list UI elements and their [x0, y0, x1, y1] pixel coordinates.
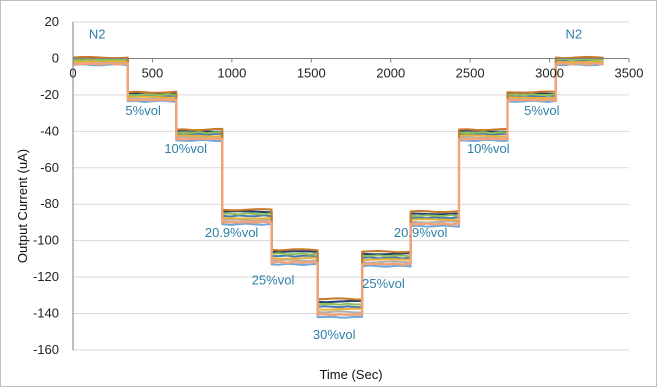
series-line — [72, 60, 604, 311]
x-axis-title: Time (Sec) — [319, 367, 382, 382]
step-annotation: 20.9%vol — [205, 225, 259, 240]
y-axis-title: Output Current (uA) — [15, 149, 30, 263]
y-tick-label: -160 — [33, 342, 59, 357]
step-annotation: 10%vol — [467, 141, 510, 156]
y-tick-label: 0 — [52, 50, 59, 65]
step-annotation: N2 — [565, 26, 582, 41]
x-tick-label: 1000 — [217, 65, 246, 80]
tick-labels: 20 0 -20 -40 -60 -80 -100 -120 -140 -160 0 500 1000 1… — [33, 14, 643, 357]
y-tick-label: 20 — [45, 14, 59, 29]
annotations: N2 5%vol 10%vol 20.9%vol 25%vol 30%vol 25%vol 2… — [89, 26, 582, 342]
y-tick-label: -140 — [33, 306, 59, 321]
step-annotation: 5%vol — [125, 103, 161, 118]
y-tick-label: -120 — [33, 269, 59, 284]
y-tick-label: -100 — [33, 233, 59, 248]
step-annotation: 5%vol — [524, 103, 560, 118]
series-line — [72, 55, 604, 301]
step-annotation: N2 — [89, 26, 106, 41]
y-tick-label: -20 — [40, 87, 59, 102]
series-line — [72, 58, 604, 306]
x-tick-label: 2500 — [456, 65, 485, 80]
x-tick-label: 3000 — [535, 65, 564, 80]
x-tick-label: 500 — [142, 65, 164, 80]
series-line — [72, 61, 604, 317]
series-group — [72, 55, 604, 319]
series-line — [72, 63, 604, 319]
axes — [72, 22, 630, 350]
step-annotation: 25%vol — [252, 272, 295, 287]
x-tick-label: 3500 — [615, 65, 644, 80]
y-tick-label: -80 — [40, 196, 59, 211]
y-tick-label: -40 — [40, 123, 59, 138]
x-tick-label: 1500 — [297, 65, 326, 80]
y-tick-label: -60 — [40, 160, 59, 175]
step-annotation: 10%vol — [164, 141, 207, 156]
step-annotation: 20.9%vol — [394, 225, 448, 240]
x-tick-label: 2000 — [376, 65, 405, 80]
step-annotation: 25%vol — [362, 276, 405, 291]
x-tick-label: 0 — [69, 65, 76, 80]
step-annotation: 30%vol — [313, 327, 356, 342]
